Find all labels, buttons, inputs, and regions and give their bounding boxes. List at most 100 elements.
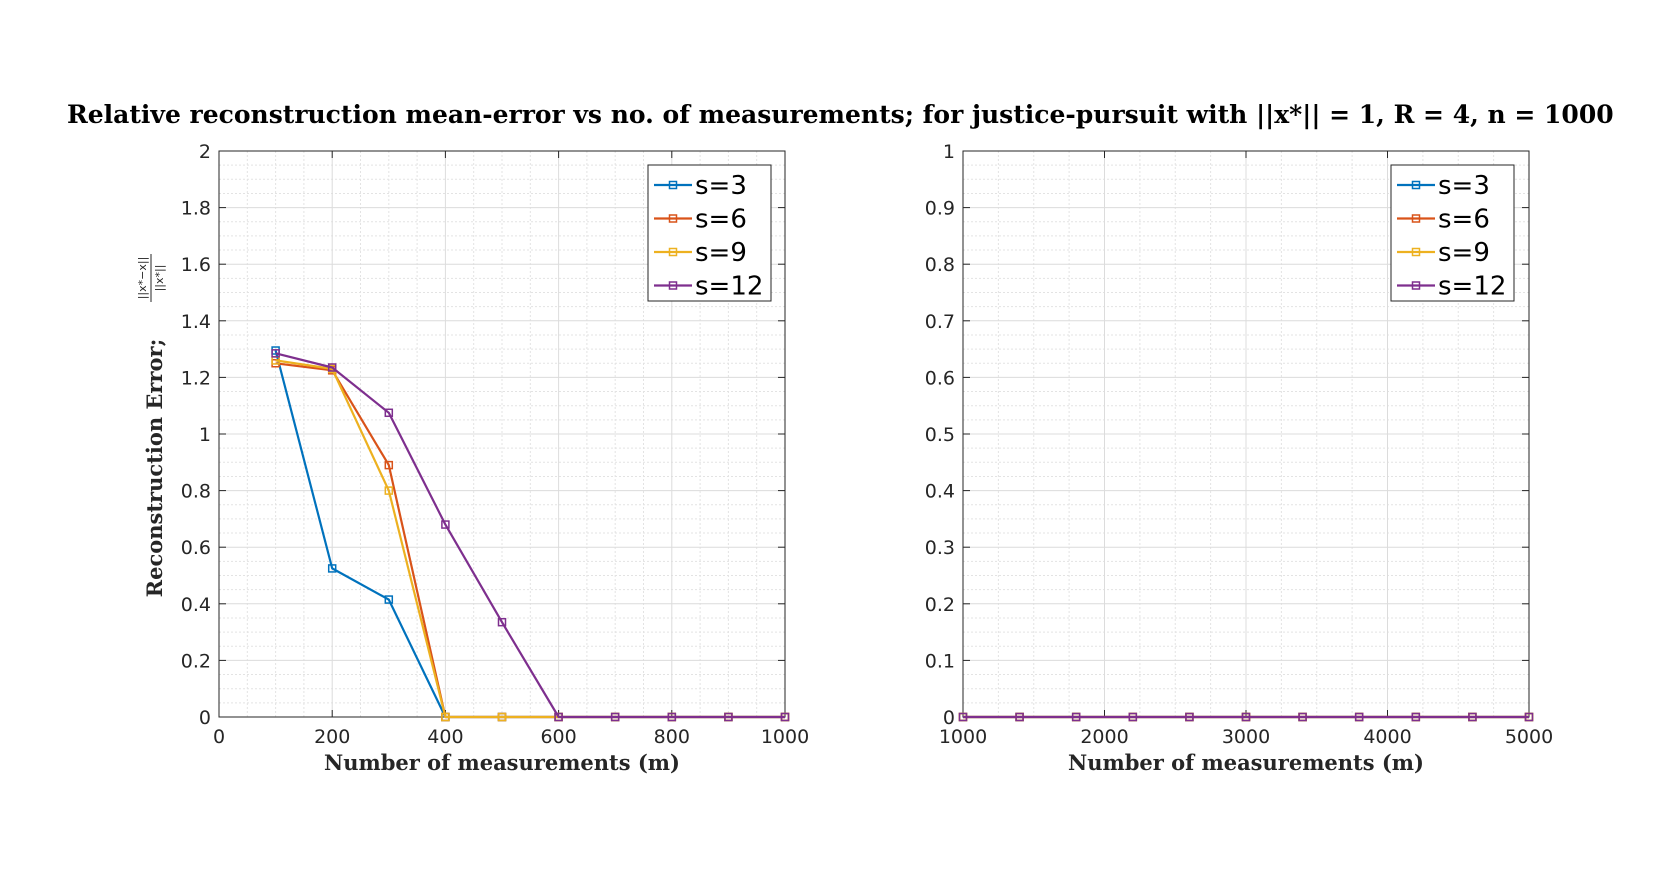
y-tick-label: 0.4: [181, 594, 211, 616]
y-tick-label: 0.9: [925, 198, 955, 220]
major-grid: [218, 150, 786, 718]
data-point: [667, 712, 677, 722]
y-tick-label: 0.1: [925, 650, 955, 672]
x-tick-label: 200: [314, 726, 350, 748]
y-axis-label-group: Reconstruction Error; ||x*−x|| ||x*||: [136, 254, 167, 597]
figure-title-main: Relative reconstruction mean-error vs no…: [67, 100, 1256, 129]
y-tick-label: 0.5: [925, 424, 955, 446]
legend-box: [1390, 164, 1515, 302]
y-tick-label: 1.4: [181, 311, 211, 333]
data-point: [1298, 712, 1307, 722]
data-point: [384, 408, 394, 418]
legend-marker: [1411, 180, 1421, 190]
x-tick-label: 1000: [761, 726, 809, 748]
data-point: [1468, 712, 1477, 722]
y-axis-label: Reconstruction Error;: [142, 339, 167, 598]
legend: s=3 s=6s=9 s=12: [647, 164, 772, 302]
y-tick-label: 1.6: [181, 254, 211, 276]
y-tick-label: 0: [943, 707, 955, 729]
x-tick-label: 600: [540, 726, 576, 748]
y-tick-label: 0.8: [925, 254, 955, 276]
legend-marker: [668, 180, 678, 190]
data-point: [958, 712, 968, 722]
y-tick-label: 0.2: [925, 594, 955, 616]
legend-item: s=12: [1397, 272, 1506, 302]
legend-marker: [1411, 281, 1421, 290]
data-point: [724, 712, 733, 722]
data-point: [497, 712, 507, 722]
legend-label: s=12: [695, 272, 763, 302]
legend-marker: [668, 214, 678, 223]
data-point: [1071, 712, 1081, 722]
data-point: [271, 349, 280, 358]
figure-title: Relative reconstruction mean-error vs no…: [67, 100, 1614, 129]
data-point: [610, 712, 620, 722]
data-point: [1241, 712, 1251, 722]
y-tick-label: 0.6: [181, 537, 211, 559]
y-tick-label: 0.4: [925, 481, 955, 503]
data-point: [1128, 712, 1138, 722]
y-axis-label-denominator: ||x*||: [153, 265, 166, 292]
y-tick-label: 0: [199, 707, 211, 729]
legend-item: s=9: [1397, 238, 1490, 268]
y-tick-label: 0.3: [925, 537, 955, 559]
y-tick-label: 0.6: [925, 367, 955, 389]
legend-label: s=3: [695, 171, 747, 201]
legend-label: s=6: [695, 205, 747, 235]
y-tick-label: 2: [199, 141, 211, 163]
y-tick-label: 0.2: [181, 650, 211, 672]
y-tick-label: 1.2: [181, 367, 211, 389]
series-s=12: [958, 712, 1534, 722]
data-point: [441, 712, 450, 722]
y-tick-label: 1.8: [181, 198, 211, 220]
y-tick-label: 1: [943, 141, 955, 163]
x-axis-label: Number of measurements (m): [324, 750, 680, 775]
series-line: [275, 352, 785, 719]
legend-marker: [668, 247, 678, 257]
data-point: [1524, 712, 1534, 722]
data-point: [1015, 712, 1024, 722]
data-point: [384, 460, 394, 470]
x-tick-label: 3000: [1222, 726, 1270, 748]
legend-label: s=3: [1438, 171, 1490, 201]
data-point: [441, 520, 450, 529]
data-point: [1185, 712, 1194, 722]
legend-item: s=9: [654, 238, 747, 268]
figure-title-math: ||x*|| = 1, R = 4, n = 1000: [1256, 100, 1614, 129]
x-axis-label: Number of measurements (m): [1068, 750, 1424, 775]
legend-marker: [668, 281, 678, 290]
data-point: [327, 564, 337, 573]
data-point: [384, 486, 394, 495]
legend: s=3 s=6s=9 s=12: [1390, 164, 1515, 302]
series-s=12: [271, 349, 790, 722]
legend-box: [647, 164, 772, 302]
legend-item: s=3: [654, 171, 747, 201]
data-point: [1411, 712, 1421, 722]
legend-label: s=9: [1438, 238, 1490, 268]
legend-label: s=12: [1438, 272, 1506, 302]
right-plot: 1000 2000 3000 4000 5000 0 0.1 0.2 0.3 0.4 0.5 0.6 0…: [925, 141, 1553, 775]
data-point: [497, 617, 507, 627]
x-tick-label: 5000: [1505, 726, 1553, 748]
legend-item: s=6: [654, 205, 747, 235]
data-point: [554, 712, 563, 722]
legend-marker: [1411, 247, 1421, 257]
legend-item: s=6: [1397, 205, 1490, 235]
legend-item: s=12: [654, 272, 763, 302]
left-plot: 0 200 400 600 800 1000 0 0.2 0.4 0.6 0.8 1 1.2 1.4 1.6…: [136, 141, 809, 775]
x-tick-label: 4000: [1363, 726, 1411, 748]
legend-label: s=6: [1438, 205, 1490, 235]
data-point: [327, 363, 337, 372]
data-point: [780, 712, 790, 722]
legend-item: s=3: [1397, 171, 1490, 201]
y-tick-label: 0.8: [181, 481, 211, 503]
x-tick-label: 800: [654, 726, 690, 748]
data-point: [384, 595, 394, 604]
x-tick-label: 1000: [939, 726, 987, 748]
x-tick-label: 2000: [1080, 726, 1128, 748]
y-tick-label: 1: [199, 424, 211, 446]
legend-marker: [1411, 214, 1421, 223]
data-point: [1354, 712, 1364, 722]
y-tick-label: 0.7: [925, 311, 955, 333]
